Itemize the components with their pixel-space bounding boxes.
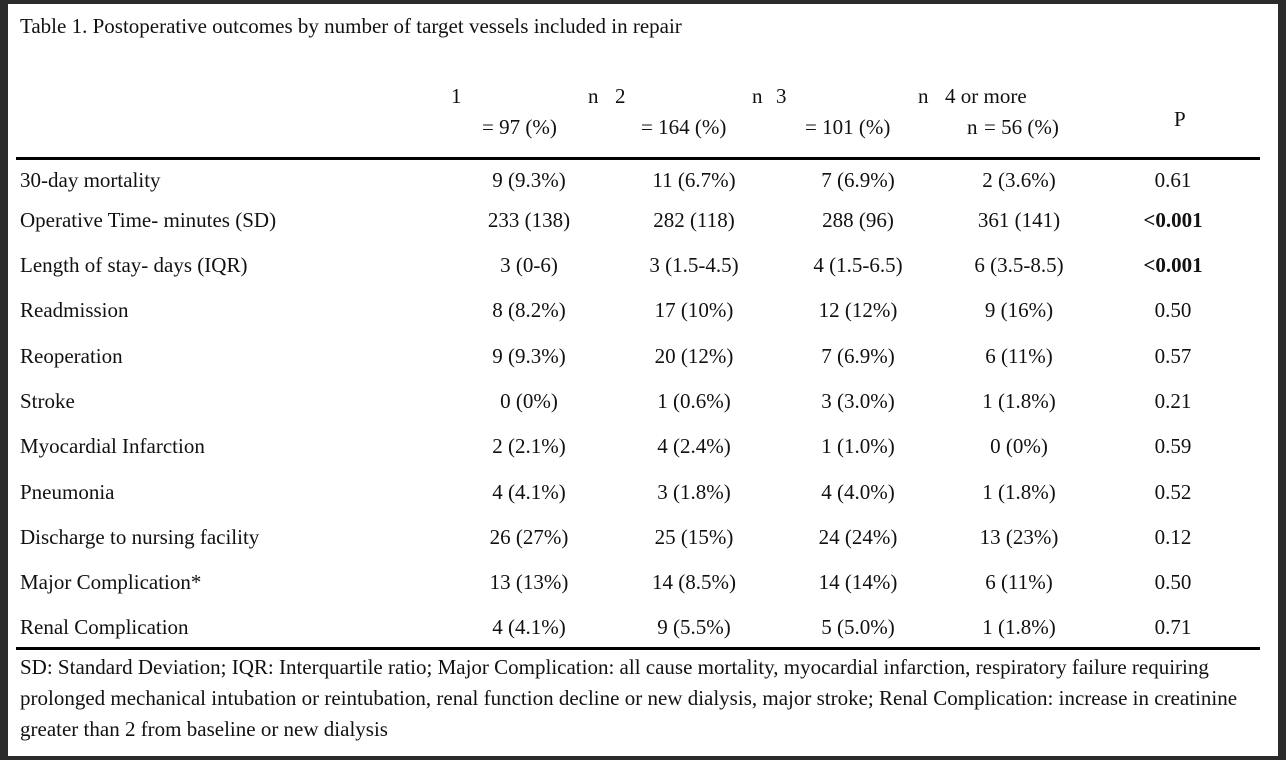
cell-c1: 9 (9.3%) <box>492 168 566 192</box>
header-col1-bottom: = 97 (%) <box>482 115 557 139</box>
p-value-cell: 0.50 <box>1154 570 1192 594</box>
table-caption: Table 1. Postoperative outcomes by numbe… <box>20 14 682 38</box>
cell-c2: 14 (8.5%) <box>652 570 736 594</box>
header-col1-n: n <box>588 84 599 108</box>
cell-c1: 233 (138) <box>487 208 571 232</box>
cell-c2: 282 (118) <box>653 208 735 232</box>
header-col1-top: 1 <box>451 84 462 108</box>
cell-c2: 3 (1.8%) <box>657 480 731 504</box>
cell-c2: 4 (2.4%) <box>657 434 731 458</box>
cell-c3: 4 (4.0%) <box>821 480 895 504</box>
cell-c4: 9 (16%) <box>984 298 1054 322</box>
cell-c3: 7 (6.9%) <box>821 344 895 368</box>
header-col3-bottom: = 101 (%) <box>805 115 891 139</box>
cell-c2: 20 (12%) <box>654 344 734 368</box>
cell-c3: 1 (1.0%) <box>821 434 895 458</box>
header-col3-n: n <box>918 84 929 108</box>
cell-c1: 9 (9.3%) <box>492 344 566 368</box>
header-col4-top: 4 or more <box>945 84 1027 108</box>
row-label: Stroke <box>20 389 75 413</box>
row-label: Operative Time- minutes (SD) <box>20 208 277 232</box>
cell-c3: 7 (6.9%) <box>821 168 895 192</box>
cell-c1: 2 (2.1%) <box>492 434 566 458</box>
cell-c3: 14 (14%) <box>818 570 898 594</box>
cell-c3: 4 (1.5-6.5) <box>813 253 903 277</box>
cell-c4: 2 (3.6%) <box>982 168 1056 192</box>
cell-c4: 6 (11%) <box>985 570 1053 594</box>
header-col3-top: 3 <box>776 84 787 108</box>
row-label: Renal Complication <box>20 615 189 639</box>
cell-c3: 3 (3.0%) <box>821 389 895 413</box>
cell-c3: 24 (24%) <box>818 525 898 549</box>
row-label: Discharge to nursing facility <box>20 525 260 549</box>
cell-c4: 6 (11%) <box>985 344 1053 368</box>
cell-c1: 26 (27%) <box>489 525 569 549</box>
p-value-cell: 0.61 <box>1154 168 1192 192</box>
row-label: Readmission <box>20 298 129 322</box>
row-label: 30-day mortality <box>20 168 161 192</box>
cell-c1: 4 (4.1%) <box>492 615 566 639</box>
row-label: Reoperation <box>20 344 123 368</box>
cell-c2: 11 (6.7%) <box>652 168 736 192</box>
header-col4-bottom: = 56 (%) <box>984 115 1059 139</box>
header-col2-n: n <box>752 84 763 108</box>
cell-c2: 3 (1.5-4.5) <box>649 253 739 277</box>
header-col2-bottom: = 164 (%) <box>641 115 727 139</box>
cell-c2: 25 (15%) <box>654 525 734 549</box>
p-value-cell: 0.71 <box>1154 615 1192 639</box>
p-value-cell: 0.50 <box>1154 298 1192 322</box>
p-value-cell: 0.59 <box>1154 434 1192 458</box>
row-label: Length of stay- days (IQR) <box>20 253 248 277</box>
cell-c1: 3 (0-6) <box>500 253 558 277</box>
cell-c3: 5 (5.0%) <box>821 615 895 639</box>
cell-c2: 17 (10%) <box>654 298 734 322</box>
header-col2-top: 2 <box>615 84 626 108</box>
p-value-cell: <0.001 <box>1143 208 1203 232</box>
cell-c2: 1 (0.6%) <box>657 389 731 413</box>
bottom-rule <box>16 647 1260 650</box>
table-sheet: Table 1. Postoperative outcomes by numbe… <box>8 4 1278 756</box>
cell-c4: 1 (1.8%) <box>982 480 1056 504</box>
row-label: Pneumonia <box>20 480 115 504</box>
p-value-cell: 0.21 <box>1154 389 1192 413</box>
row-label: Major Complication* <box>20 570 202 594</box>
cell-c1: 0 (0%) <box>500 389 558 413</box>
cell-c4: 1 (1.8%) <box>982 389 1056 413</box>
p-value-cell: 0.12 <box>1154 525 1192 549</box>
header-rule <box>16 157 1260 160</box>
cell-c4: 361 (141) <box>977 208 1061 232</box>
cell-c3: 288 (96) <box>822 208 894 232</box>
cell-c1: 4 (4.1%) <box>492 480 566 504</box>
cell-c1: 8 (8.2%) <box>492 298 566 322</box>
cell-c4: 13 (23%) <box>979 525 1059 549</box>
cell-c1: 13 (13%) <box>489 570 569 594</box>
p-value-cell: 0.52 <box>1154 480 1192 504</box>
cell-c4: 1 (1.8%) <box>982 615 1056 639</box>
header-col4-n: n <box>967 115 978 139</box>
cell-c3: 12 (12%) <box>818 298 898 322</box>
cell-c4: 0 (0%) <box>990 434 1048 458</box>
p-value-cell: 0.57 <box>1154 344 1192 368</box>
cell-c2: 9 (5.5%) <box>657 615 731 639</box>
table-footnote: SD: Standard Deviation; IQR: Interquarti… <box>20 655 1238 741</box>
cell-c4: 6 (3.5-8.5) <box>974 253 1064 277</box>
header-p-value: P <box>1174 107 1186 131</box>
row-label: Myocardial Infarction <box>20 434 205 458</box>
p-value-cell: <0.001 <box>1143 253 1203 277</box>
